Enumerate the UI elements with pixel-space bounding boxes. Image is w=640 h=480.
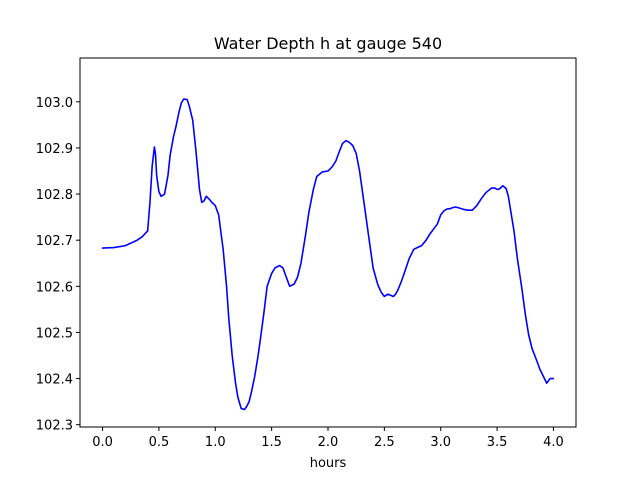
x-tick-label: 3.5 [487, 435, 508, 450]
x-tick-label: 3.0 [430, 435, 451, 450]
y-tick-label: 102.4 [36, 373, 73, 388]
y-tick-label: 102.7 [36, 234, 73, 249]
x-axis-ticks: 0.0 0.5 1.0 1.5 2.0 2.5 3.0 3.5 4.0 [92, 427, 564, 450]
y-tick-label: 102.5 [36, 326, 73, 341]
x-tick-label: 2.5 [374, 435, 395, 450]
y-axis-ticks: 102.3 102.4 102.5 102.6 102.7 102.8 102.9 103.0 [36, 96, 80, 434]
y-tick-label: 103.0 [36, 96, 73, 111]
x-tick-label: 1.0 [205, 435, 226, 450]
chart-title: Water Depth h at gauge 540 [214, 34, 442, 53]
x-tick-label: 2.0 [318, 435, 339, 450]
x-axis-label: hours [310, 456, 347, 471]
series-line-water-depth [101, 98, 555, 411]
x-tick-label: 0.0 [92, 435, 113, 450]
y-tick-label: 102.3 [36, 419, 73, 434]
y-tick-label: 102.8 [36, 188, 73, 203]
y-tick-label: 102.9 [36, 142, 73, 157]
x-tick-label: 0.5 [149, 435, 170, 450]
y-tick-label: 102.6 [36, 280, 73, 295]
x-tick-label: 1.5 [261, 435, 282, 450]
x-tick-label: 4.0 [543, 435, 564, 450]
